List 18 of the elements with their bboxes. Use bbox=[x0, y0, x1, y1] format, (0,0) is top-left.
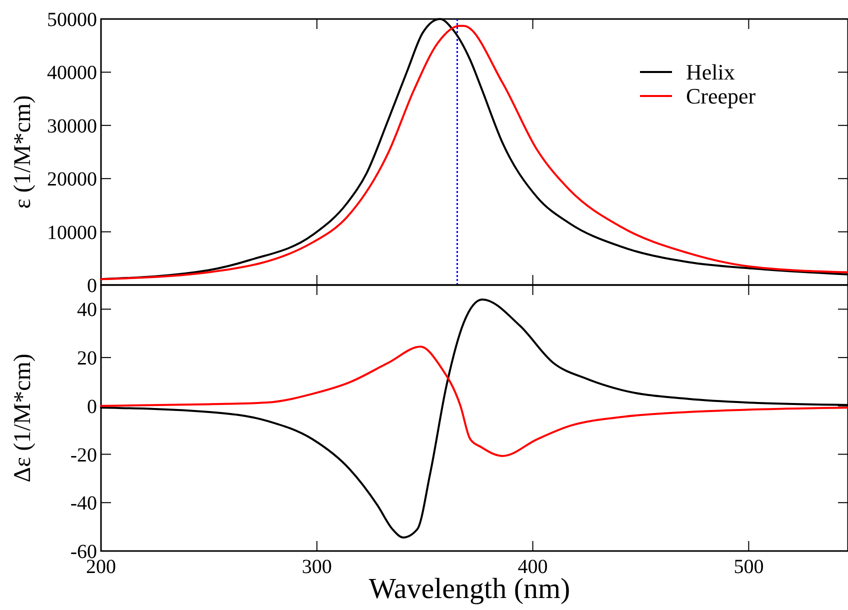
x-tick-label: 300 bbox=[302, 556, 332, 578]
x-tick-label: 500 bbox=[734, 556, 764, 578]
y-tick-label: 20000 bbox=[47, 168, 97, 191]
y-tick-label: 10000 bbox=[47, 222, 97, 244]
y-tick-label: 40 bbox=[77, 299, 97, 322]
y-tick-label: 0 bbox=[87, 396, 97, 418]
y-tick-label: -20 bbox=[70, 444, 97, 466]
legend-label: Helix bbox=[686, 60, 735, 85]
line-series bbox=[100, 346, 848, 457]
legend-label: Creeper bbox=[686, 84, 756, 109]
y-tick-label: 20 bbox=[77, 348, 97, 370]
y-axis-title: Δε (1/M*cm) bbox=[10, 354, 36, 482]
y-tick-label: 40000 bbox=[47, 62, 97, 84]
y-tick-label: 0 bbox=[87, 275, 97, 297]
y-axis-title: ε (1/M*cm) bbox=[10, 95, 36, 209]
y-tick-label: 30000 bbox=[47, 115, 97, 138]
y-tick-label: 50000 bbox=[47, 9, 97, 31]
y-tick-label: -40 bbox=[70, 492, 97, 515]
